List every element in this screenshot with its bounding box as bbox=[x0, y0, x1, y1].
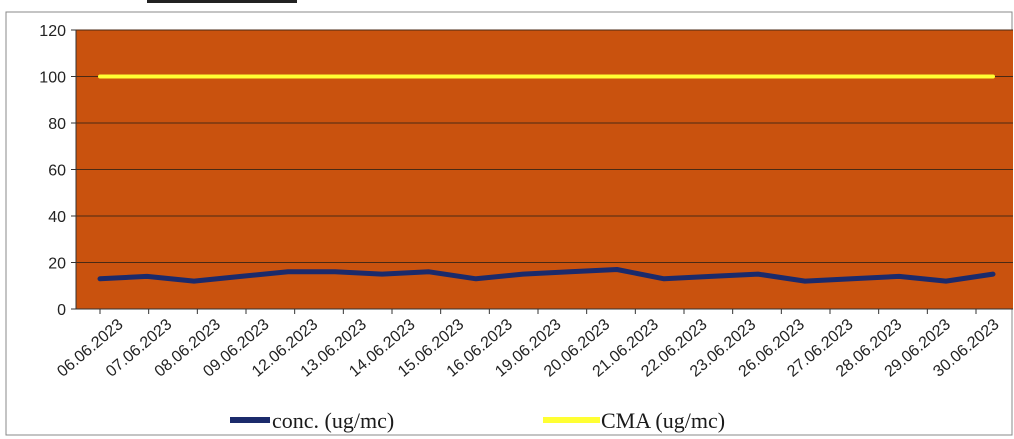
data-point bbox=[146, 76, 148, 77]
y-tick-label: 100 bbox=[39, 70, 66, 87]
data-point bbox=[99, 76, 101, 77]
data-point bbox=[663, 76, 665, 77]
data-point bbox=[851, 76, 853, 77]
legend-label-cma: CMA (ug/mc) bbox=[601, 408, 725, 433]
data-point bbox=[475, 76, 477, 77]
series-lines bbox=[97, 74, 996, 284]
data-point bbox=[146, 275, 148, 277]
data-point bbox=[898, 76, 900, 77]
data-point bbox=[334, 271, 336, 273]
data-point bbox=[522, 76, 524, 77]
data-point bbox=[193, 76, 195, 77]
y-tick-label: 120 bbox=[39, 23, 66, 40]
y-tick-label: 60 bbox=[48, 163, 66, 180]
data-point bbox=[99, 278, 101, 280]
data-point bbox=[287, 76, 289, 77]
data-point bbox=[193, 280, 195, 282]
data-point bbox=[428, 76, 430, 77]
data-point bbox=[757, 273, 759, 275]
series-line-conc bbox=[97, 267, 996, 284]
legend-label-conc: conc. (ug/mc) bbox=[272, 408, 394, 433]
data-point bbox=[804, 280, 806, 282]
y-tick-label: 80 bbox=[48, 116, 66, 133]
data-point bbox=[428, 271, 430, 273]
data-point bbox=[992, 273, 994, 275]
data-point bbox=[381, 76, 383, 77]
data-point bbox=[569, 76, 571, 77]
data-point bbox=[710, 76, 712, 77]
data-point bbox=[710, 275, 712, 277]
data-point bbox=[287, 271, 289, 273]
y-axis: 0 20 40 60 80 100 120 bbox=[39, 23, 77, 319]
y-tick-label: 0 bbox=[57, 302, 66, 319]
data-point bbox=[851, 278, 853, 280]
data-point bbox=[569, 271, 571, 273]
data-point bbox=[945, 76, 947, 77]
data-point bbox=[616, 268, 618, 270]
top-fragment-line bbox=[147, 0, 297, 3]
y-tick-label: 40 bbox=[48, 209, 66, 226]
data-point bbox=[522, 273, 524, 275]
data-point bbox=[616, 76, 618, 77]
y-tick-label: 20 bbox=[48, 256, 66, 273]
data-point bbox=[240, 275, 242, 277]
data-point bbox=[945, 280, 947, 282]
data-point bbox=[663, 278, 665, 280]
data-point bbox=[804, 76, 806, 77]
data-point bbox=[381, 273, 383, 275]
data-point bbox=[898, 275, 900, 277]
data-point bbox=[240, 76, 242, 77]
data-point bbox=[334, 76, 336, 77]
data-point bbox=[992, 76, 994, 77]
data-point bbox=[757, 76, 759, 77]
data-point bbox=[475, 278, 477, 280]
legend: conc. (ug/mc) CMA (ug/mc) bbox=[230, 408, 725, 433]
